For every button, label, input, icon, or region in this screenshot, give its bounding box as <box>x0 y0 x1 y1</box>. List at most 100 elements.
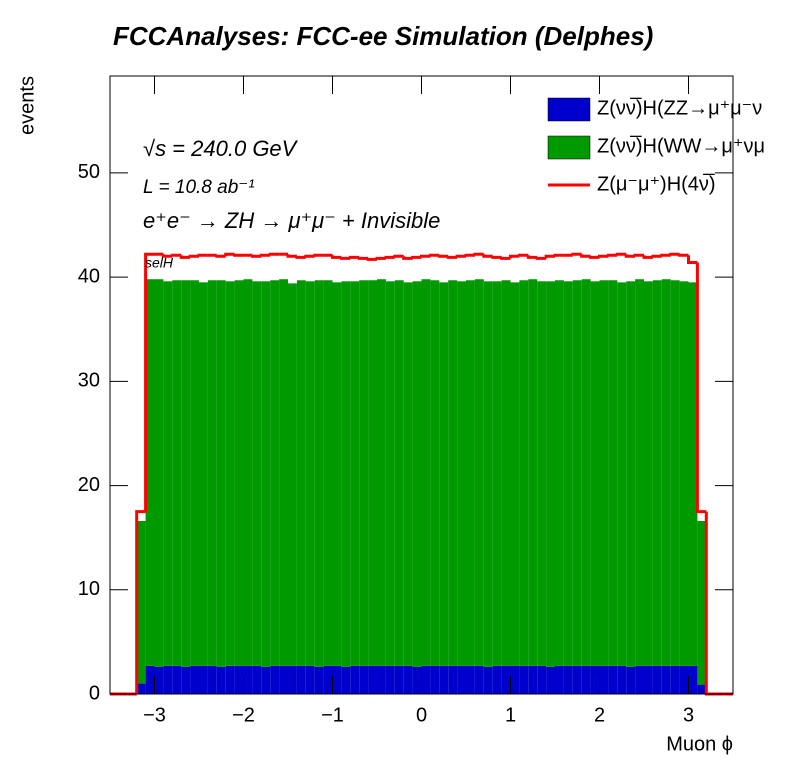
hist-bar <box>305 665 315 694</box>
hist-step <box>517 253 529 257</box>
hist-bar <box>555 280 564 666</box>
hist-step <box>428 253 440 257</box>
hist-bar <box>652 280 662 666</box>
hist-bar <box>661 665 671 694</box>
hist-step <box>437 254 449 258</box>
hist-bar <box>279 279 288 666</box>
hist-bar <box>510 282 520 666</box>
hist-bar <box>519 665 529 694</box>
hist-bar <box>590 665 600 694</box>
hist-bar <box>154 279 164 667</box>
hist-step <box>197 253 208 257</box>
hist-step <box>624 254 636 258</box>
hist-bar <box>412 281 422 667</box>
hist-bar <box>457 665 466 694</box>
hist-step <box>250 254 262 258</box>
hist-step <box>580 254 591 258</box>
hist-bar <box>546 281 555 667</box>
legend-label: Z(νν̅)H(WW→μ⁺νμ <box>597 134 765 157</box>
y-tick-label: 20 <box>78 474 100 496</box>
hist-bar <box>323 280 333 666</box>
hist-bar <box>216 280 226 667</box>
hist-bar <box>181 666 191 694</box>
hist-step <box>170 253 182 257</box>
hist-step <box>215 254 226 258</box>
hist-step <box>420 254 431 258</box>
legend-label: Z(μ⁻μ⁺)H(4ν̅) <box>597 172 716 195</box>
hist-step <box>357 256 369 260</box>
hist-step <box>313 253 324 257</box>
hist-bar <box>394 665 404 694</box>
hist-step <box>348 255 360 259</box>
hist-bar <box>626 666 636 694</box>
hist-bar <box>608 665 618 694</box>
hist-bar <box>163 281 173 666</box>
hist-bar <box>644 665 653 694</box>
y-tick-label: 0 <box>89 682 100 704</box>
hist-bar <box>323 665 333 694</box>
hist-bar <box>439 665 449 694</box>
hist-bar <box>261 281 271 667</box>
hist-bar <box>296 280 306 666</box>
hist-step <box>633 253 644 257</box>
hist-bar <box>670 665 680 694</box>
hist-bar <box>546 666 555 694</box>
hist-bar <box>394 280 404 666</box>
hist-bar <box>350 665 360 694</box>
hist-bar <box>439 282 449 666</box>
hist-step <box>669 252 680 256</box>
hist-bar <box>154 666 164 694</box>
hist-bar <box>145 279 155 666</box>
hist-bar <box>163 665 173 694</box>
hist-bar <box>492 665 502 694</box>
hist-bar <box>172 665 182 694</box>
hist-bar <box>288 283 297 666</box>
hist-bar <box>341 666 351 694</box>
hist-step <box>295 255 306 259</box>
hist-bar <box>635 279 644 666</box>
hist-step <box>144 252 155 512</box>
hist-bar <box>590 281 600 666</box>
hist-bar <box>234 280 244 666</box>
hist-step <box>224 252 235 257</box>
legend-label: Z(νν̅)H(ZZ→μ⁺μ⁻ν <box>597 96 762 119</box>
hist-bar <box>412 666 422 694</box>
hist-bar <box>385 665 395 694</box>
legend-swatch <box>547 135 591 160</box>
hist-bar <box>190 280 199 666</box>
hist-bar <box>207 665 217 694</box>
hist-step <box>491 255 502 259</box>
hist-step <box>660 253 671 257</box>
hist-bar <box>599 280 609 666</box>
hist-bar <box>332 665 342 694</box>
hist-bar <box>403 665 413 694</box>
hist-bar <box>430 665 440 694</box>
hist-step <box>473 252 484 256</box>
y-tick-label: 40 <box>78 265 100 287</box>
hist-step <box>704 511 716 696</box>
x-tick-label: 2 <box>594 704 605 726</box>
hist-bar <box>644 281 653 666</box>
hist-bar <box>457 281 466 666</box>
hist-bar <box>332 282 342 666</box>
hist-bar <box>314 280 324 667</box>
hist-bar <box>635 665 644 694</box>
hist-step <box>606 253 618 257</box>
hist-bar <box>234 665 244 694</box>
hist-step <box>678 253 689 257</box>
hist-bar <box>368 280 377 666</box>
hist-bar <box>608 280 618 666</box>
hist-bar <box>279 665 288 694</box>
hist-bar <box>305 281 315 666</box>
hist-bar <box>368 665 377 694</box>
annotation: √s = 240.0 GeV <box>143 136 299 161</box>
hist-step <box>553 253 564 257</box>
hist-bar <box>528 279 538 666</box>
hist-bar <box>474 665 484 694</box>
annotation: selH <box>145 255 174 271</box>
hist-step <box>500 256 511 260</box>
hist-bar <box>581 665 591 694</box>
hist-bar <box>679 281 689 666</box>
hist-step <box>482 254 493 258</box>
